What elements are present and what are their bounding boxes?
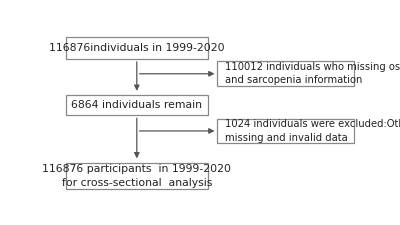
Text: 116876 participants  in 1999-2020
for cross-sectional  analysis: 116876 participants in 1999-2020 for cro…	[42, 164, 231, 188]
Text: 6864 individuals remain: 6864 individuals remain	[71, 100, 202, 110]
FancyBboxPatch shape	[218, 61, 354, 86]
FancyBboxPatch shape	[66, 36, 208, 59]
FancyBboxPatch shape	[66, 163, 208, 189]
FancyBboxPatch shape	[218, 119, 354, 143]
Text: 1024 individuals were excluded:Other
missing and invalid data: 1024 individuals were excluded:Other mis…	[225, 119, 400, 143]
Text: 116876individuals in 1999-2020: 116876individuals in 1999-2020	[49, 43, 225, 53]
FancyBboxPatch shape	[66, 94, 208, 115]
Text: 110012 individuals who missing osteporosis
and sarcopenia information: 110012 individuals who missing osteporos…	[225, 62, 400, 85]
